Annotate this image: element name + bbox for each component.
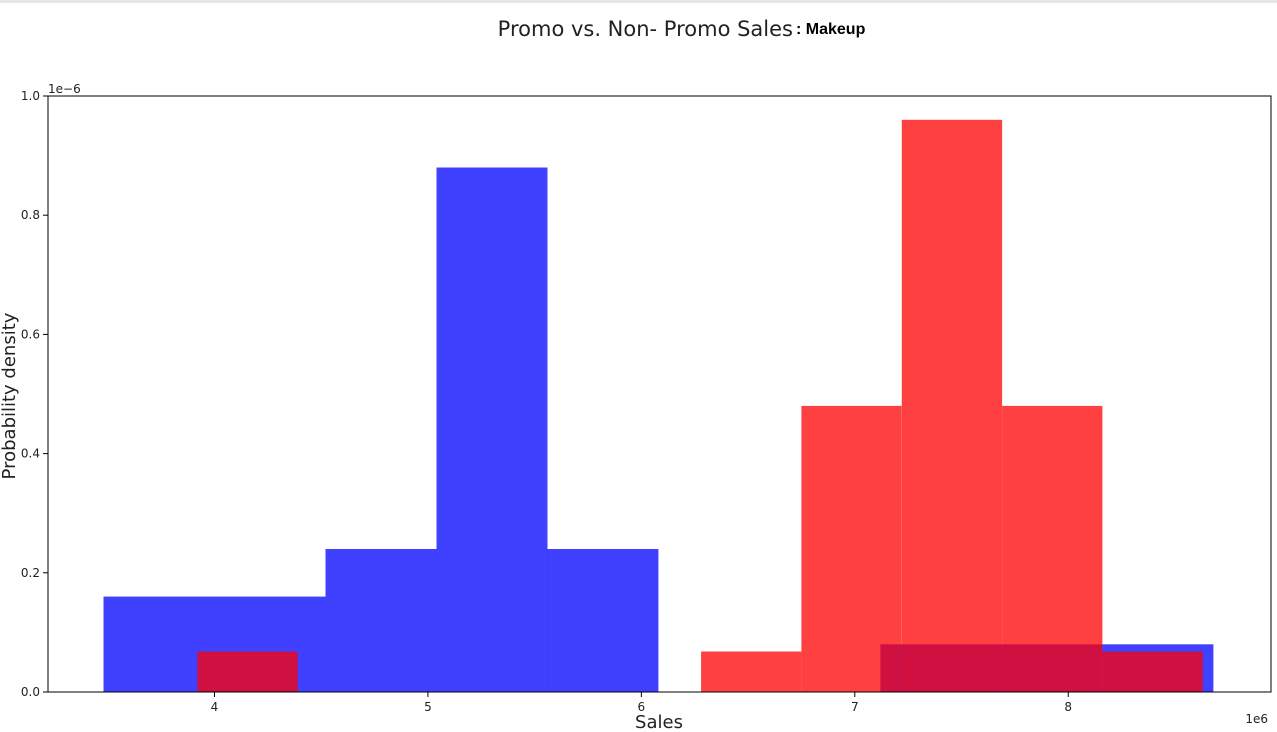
histogram-bar-blue-3 [547,549,659,692]
histogram-bar-red-4 [1002,405,1103,692]
x-tick-label: 6 [638,700,646,714]
y-offset-label: 1e−6 [48,82,81,96]
y-tick-label: 0.6 [21,327,40,341]
x-axis-label: Sales [635,712,683,732]
x-axis-ticks: 4 5 6 7 8 [211,692,1072,714]
top-border [0,0,1277,3]
y-axis-ticks: 0.0 0.2 0.4 0.6 0.8 1.0 [21,89,48,699]
x-tick-label: 7 [851,700,859,714]
histogram-bar-red-0 [197,651,298,692]
histogram-bar-red-5 [1102,651,1203,692]
x-tick-label: 5 [424,700,432,714]
histogram-bar-red-2 [801,405,902,692]
histogram-bar-blue-1 [325,549,437,692]
y-tick-label: 0.4 [21,447,40,461]
histogram-bar-red-1 [701,651,802,692]
y-tick-label: 1.0 [21,89,40,103]
x-tick-label: 8 [1064,700,1072,714]
x-offset-label: 1e6 [1245,712,1268,726]
histogram-bar-red-3 [901,119,1003,693]
histogram-bar-blue-2 [436,167,548,692]
y-axis-label: Probability density [0,312,20,479]
y-tick-label: 0.0 [21,685,40,699]
y-tick-label: 0.8 [21,208,40,222]
plot-area-frame [47,95,1272,693]
x-tick-label: 4 [211,700,219,714]
y-tick-label: 0.2 [21,566,40,580]
chart-subtitle: : Makeup [796,21,866,38]
chart-title: Promo vs. Non- Promo Sales [498,17,793,41]
series-red-bars [197,119,1203,693]
